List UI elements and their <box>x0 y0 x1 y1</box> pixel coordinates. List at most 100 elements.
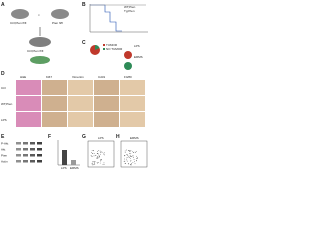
dot <box>135 152 136 154</box>
row-label: Ctrl <box>1 86 6 90</box>
dot <box>127 163 129 164</box>
dot <box>101 159 102 160</box>
dot <box>136 160 137 162</box>
dot <box>125 149 127 151</box>
micrograph <box>42 96 67 111</box>
dot <box>126 154 127 155</box>
legend-swatch <box>103 48 105 50</box>
flow-dots <box>123 149 138 166</box>
legend-entry: WT;Pten <box>124 5 136 9</box>
axes <box>89 4 148 33</box>
western-blot: P-Akt Akt Pten Actin <box>1 142 42 164</box>
dot <box>129 150 130 151</box>
dot <box>130 150 132 152</box>
micrograph <box>68 96 93 111</box>
micrograph <box>42 80 67 95</box>
panel-label: D <box>1 71 5 77</box>
band <box>16 154 21 157</box>
band <box>37 148 42 151</box>
dot <box>127 155 129 156</box>
dot <box>129 155 131 157</box>
band <box>30 142 35 145</box>
dot <box>91 164 93 166</box>
dot <box>92 156 94 158</box>
dot <box>102 151 104 153</box>
dot <box>93 162 95 164</box>
micrograph <box>68 80 93 95</box>
dot <box>131 164 132 166</box>
micrograph <box>120 96 145 111</box>
band <box>30 160 35 163</box>
band <box>23 148 28 151</box>
dot <box>137 157 138 159</box>
genotype: Pten fl/fl <box>52 21 63 25</box>
label: LPS <box>134 44 140 48</box>
column-header: F4/80 <box>124 75 132 79</box>
histology-grid: H&E Ki67 Vimentin Cd31 F4/80 Ctrl WT;Pten LPS <box>1 75 145 127</box>
dot <box>93 155 95 157</box>
row-label: WT;Pten <box>1 102 13 106</box>
dot <box>103 153 104 155</box>
panel-title: LPS <box>98 136 104 140</box>
band <box>30 148 35 151</box>
figure: A × Ctrl;Pten fl/fl Pten fl/fl Ctrl;Pten… <box>1 2 148 170</box>
dot <box>129 151 130 152</box>
pie <box>124 51 132 59</box>
bar <box>71 160 76 165</box>
dot <box>129 150 131 152</box>
dot <box>130 164 131 166</box>
dot <box>133 159 135 160</box>
dot <box>130 156 132 158</box>
band <box>23 160 28 163</box>
micrograph <box>94 96 119 111</box>
dot <box>136 151 137 152</box>
column-header: Vimentin <box>72 75 84 79</box>
dot <box>99 162 101 164</box>
dot <box>132 155 133 157</box>
legend-entry: NO TUMOR <box>106 47 123 51</box>
dot <box>100 152 101 153</box>
dot <box>93 150 94 151</box>
dot <box>132 162 134 163</box>
dot <box>104 152 105 154</box>
dot <box>124 152 126 153</box>
pie-slice <box>95 45 100 50</box>
micrograph <box>120 112 145 127</box>
dot <box>136 155 137 157</box>
flow-plot <box>87 140 115 168</box>
panel-title: ERMS <box>130 136 139 140</box>
dot <box>126 157 128 159</box>
dot <box>100 153 101 155</box>
dot <box>128 150 129 151</box>
dot <box>93 162 95 163</box>
band <box>16 160 21 163</box>
category: ERMS <box>70 166 79 170</box>
flow-plot <box>120 140 148 168</box>
dot <box>90 151 92 153</box>
row-label: LPS <box>1 118 7 122</box>
panel-label: F <box>48 134 51 140</box>
cross-symbol: × <box>38 13 40 17</box>
dot <box>124 150 126 152</box>
dot <box>125 163 127 164</box>
dot <box>126 159 127 161</box>
micrograph <box>120 80 145 95</box>
dot <box>91 149 93 151</box>
dot <box>98 156 100 158</box>
dot <box>92 161 94 163</box>
panel-label: A <box>1 2 5 8</box>
dot <box>101 151 102 153</box>
dot <box>124 158 125 160</box>
dot <box>98 162 99 163</box>
dot <box>132 157 134 158</box>
dot <box>103 162 105 164</box>
panel-label: H <box>116 134 120 140</box>
micrograph <box>42 112 67 127</box>
dot <box>104 154 105 156</box>
dot <box>129 152 131 154</box>
dot <box>94 161 96 162</box>
dot <box>99 155 100 157</box>
dot <box>96 151 98 152</box>
genotype: Ctrl;Pten fl/fl <box>27 49 44 53</box>
panel-label: E <box>1 134 5 140</box>
